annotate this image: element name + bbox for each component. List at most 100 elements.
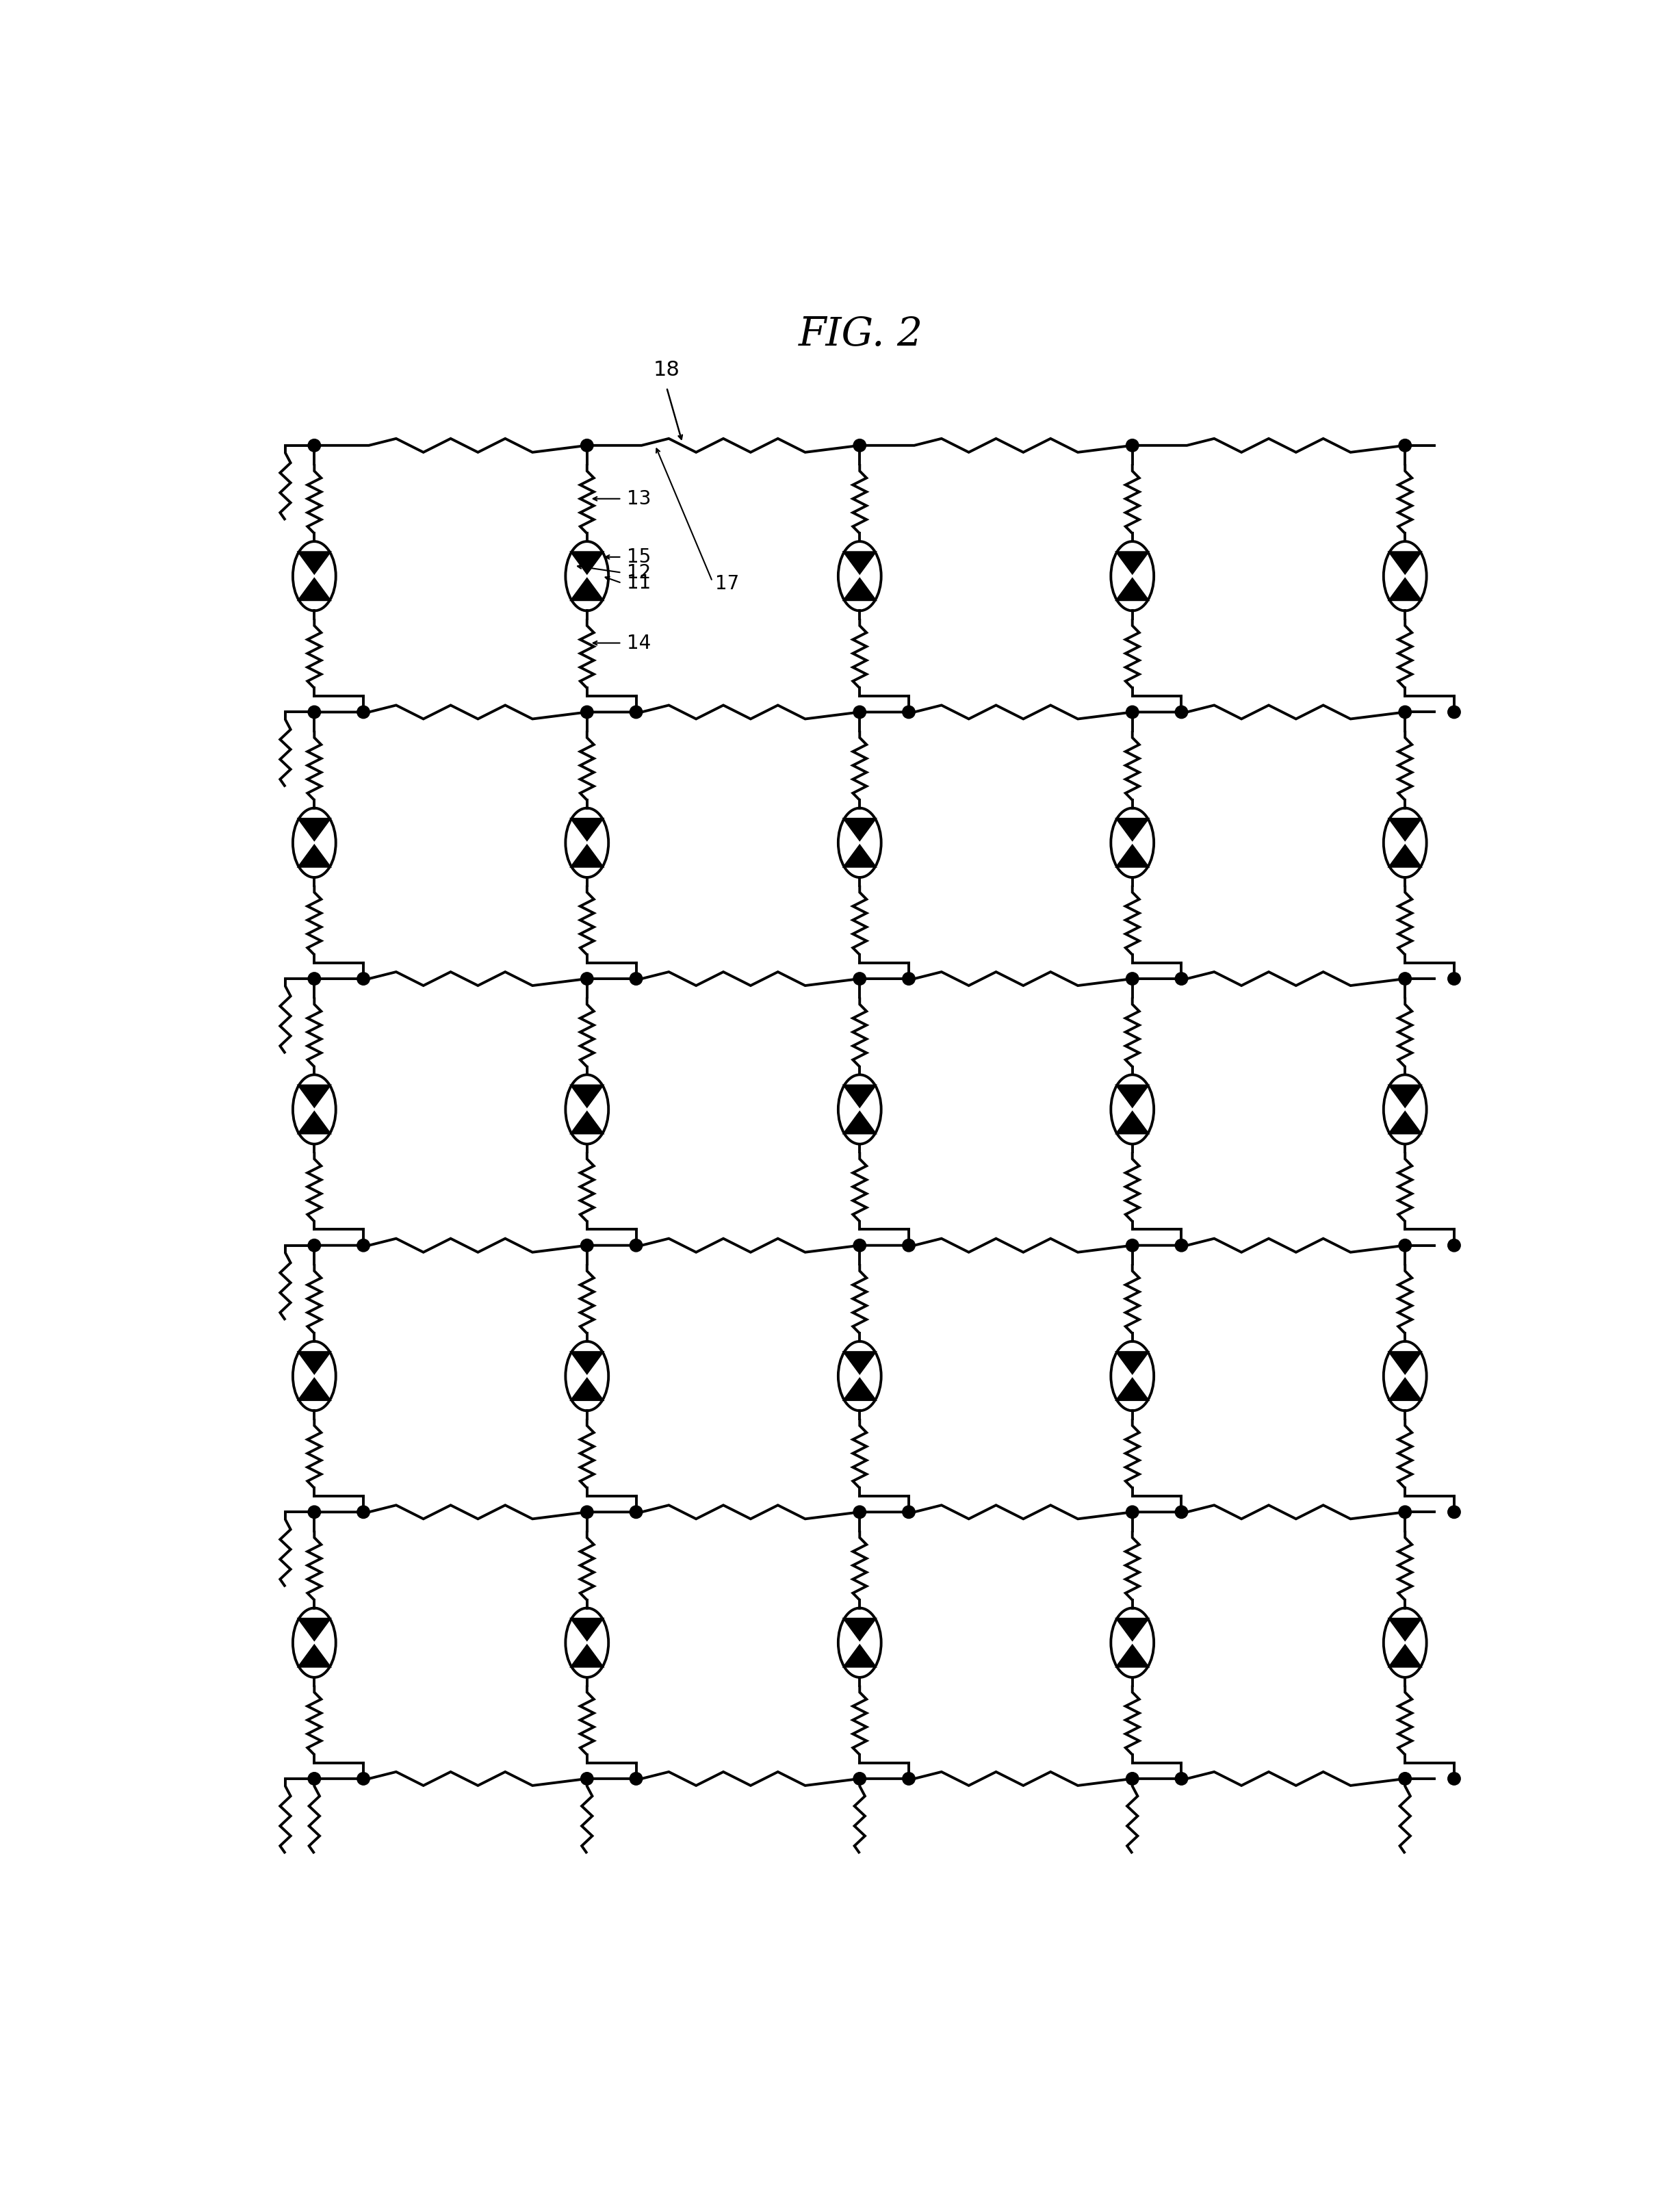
Circle shape [307,707,321,718]
Circle shape [1174,971,1188,985]
Circle shape [1399,440,1411,451]
Circle shape [1174,1772,1188,1785]
Polygon shape [570,1376,605,1400]
Polygon shape [297,1617,333,1641]
Circle shape [1174,1505,1188,1518]
Polygon shape [842,578,877,602]
Circle shape [307,971,321,985]
Polygon shape [1116,1085,1151,1109]
Circle shape [1399,1505,1411,1518]
Circle shape [1126,707,1139,718]
Polygon shape [297,1643,333,1667]
Polygon shape [1388,1085,1423,1109]
Polygon shape [1388,818,1423,842]
Circle shape [853,440,865,451]
Circle shape [630,1238,642,1252]
Circle shape [853,971,865,985]
Text: 18: 18 [654,359,680,379]
Polygon shape [1116,1643,1151,1667]
Polygon shape [1388,845,1423,869]
Circle shape [1448,1238,1460,1252]
Circle shape [307,1238,321,1252]
Circle shape [1399,971,1411,985]
Polygon shape [1388,1112,1423,1133]
Circle shape [902,971,916,985]
Circle shape [1126,1772,1139,1785]
Circle shape [853,1772,865,1785]
Polygon shape [1116,1350,1151,1374]
Polygon shape [1116,1617,1151,1641]
Polygon shape [842,818,877,842]
Polygon shape [297,1376,333,1400]
Polygon shape [570,1617,605,1641]
Circle shape [1126,971,1139,985]
Text: FIG. 2: FIG. 2 [798,315,922,354]
Polygon shape [1388,578,1423,602]
Polygon shape [297,1085,333,1109]
Polygon shape [1388,1643,1423,1667]
Circle shape [902,1772,916,1785]
Text: 12: 12 [627,562,652,582]
Circle shape [1399,1238,1411,1252]
Polygon shape [1116,551,1151,575]
Polygon shape [297,1112,333,1133]
Text: 11: 11 [627,573,652,593]
Polygon shape [842,1643,877,1667]
Circle shape [1448,707,1460,718]
Circle shape [358,971,370,985]
Circle shape [1399,707,1411,718]
Polygon shape [1388,551,1423,575]
Polygon shape [1116,1376,1151,1400]
Circle shape [307,1505,321,1518]
Circle shape [853,1505,865,1518]
Text: 13: 13 [627,490,652,508]
Circle shape [630,1505,642,1518]
Circle shape [902,707,916,718]
Circle shape [358,1238,370,1252]
Polygon shape [570,1350,605,1374]
Circle shape [358,1505,370,1518]
Circle shape [581,1505,593,1518]
Circle shape [581,1772,593,1785]
Circle shape [902,1238,916,1252]
Circle shape [630,971,642,985]
Circle shape [307,440,321,451]
Polygon shape [842,551,877,575]
Polygon shape [842,1112,877,1133]
Circle shape [1399,1772,1411,1785]
Circle shape [1174,1238,1188,1252]
Polygon shape [1116,845,1151,869]
Polygon shape [1116,578,1151,602]
Circle shape [1126,1238,1139,1252]
Polygon shape [570,845,605,869]
Polygon shape [297,578,333,602]
Circle shape [853,707,865,718]
Circle shape [1126,440,1139,451]
Text: 15: 15 [627,547,652,567]
Circle shape [1448,1505,1460,1518]
Polygon shape [842,1376,877,1400]
Circle shape [581,971,593,985]
Circle shape [307,1772,321,1785]
Circle shape [358,1772,370,1785]
Circle shape [1448,1772,1460,1785]
Text: 14: 14 [627,635,652,652]
Circle shape [1126,1505,1139,1518]
Text: 17: 17 [716,575,739,593]
Polygon shape [297,845,333,869]
Polygon shape [842,1350,877,1374]
Polygon shape [842,845,877,869]
Circle shape [581,440,593,451]
Polygon shape [1388,1617,1423,1641]
Circle shape [1448,971,1460,985]
Polygon shape [842,1617,877,1641]
Polygon shape [570,1112,605,1133]
Polygon shape [1388,1350,1423,1374]
Circle shape [358,707,370,718]
Circle shape [853,1238,865,1252]
Polygon shape [1388,1376,1423,1400]
Circle shape [630,1772,642,1785]
Polygon shape [1116,818,1151,842]
Circle shape [630,707,642,718]
Polygon shape [570,551,605,575]
